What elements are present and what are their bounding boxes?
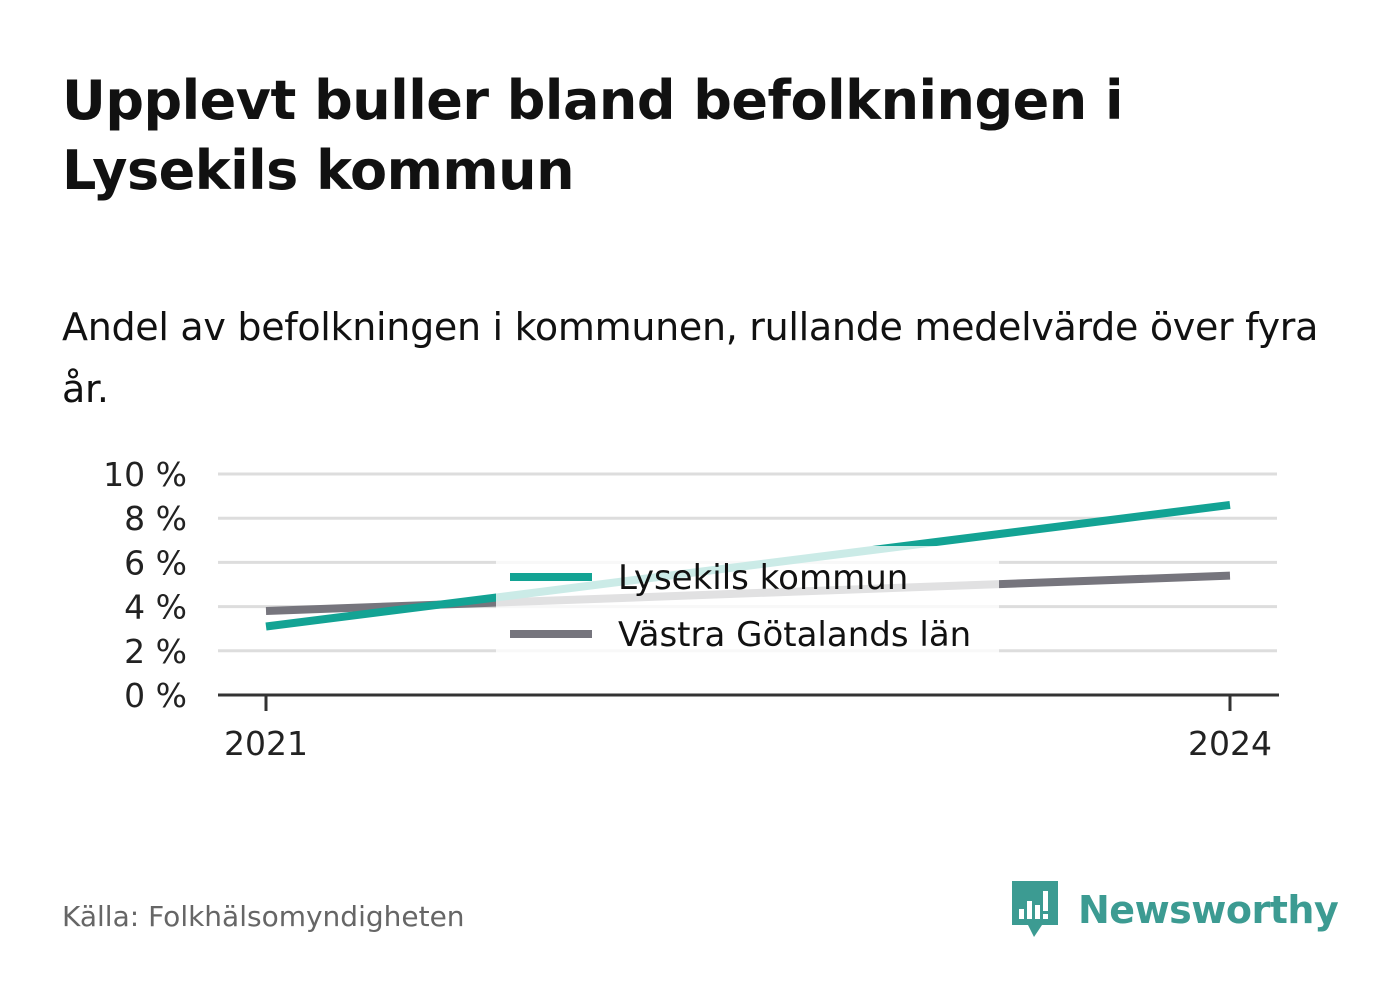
y-tick-label: 6 %: [124, 543, 187, 582]
legend-label-vastra-gotalands-lan: Västra Götalands län: [618, 615, 971, 655]
y-axis-ticks: 0 % 2 % 4 % 6 % 8 % 10 %: [103, 455, 187, 715]
source-note: Källa: Folkhälsomyndigheten: [62, 900, 465, 933]
newsworthy-logo-icon: [1012, 881, 1058, 937]
x-tick-label: 2024: [1188, 724, 1272, 763]
x-tick-label: 2021: [224, 724, 308, 763]
x-axis: 2021 2024: [218, 693, 1279, 763]
y-tick-label: 4 %: [124, 588, 187, 627]
y-tick-label: 8 %: [124, 499, 187, 538]
legend-label-lysekils-kommun: Lysekils kommun: [618, 558, 908, 598]
y-tick-label: 2 %: [124, 632, 187, 671]
brand-logo: Newsworthy: [1010, 878, 1339, 942]
brand-name: Newsworthy: [1078, 888, 1339, 932]
chart-subtitle: Andel av befolkningen i kommunen, rullan…: [62, 305, 1319, 411]
legend: Lysekils kommun Västra Götalands län: [496, 546, 999, 655]
y-tick-label: 10 %: [103, 455, 187, 494]
chart-title: Upplevt buller bland befolkningen i Lyse…: [62, 69, 1124, 202]
y-tick-label: 0 %: [124, 676, 187, 715]
